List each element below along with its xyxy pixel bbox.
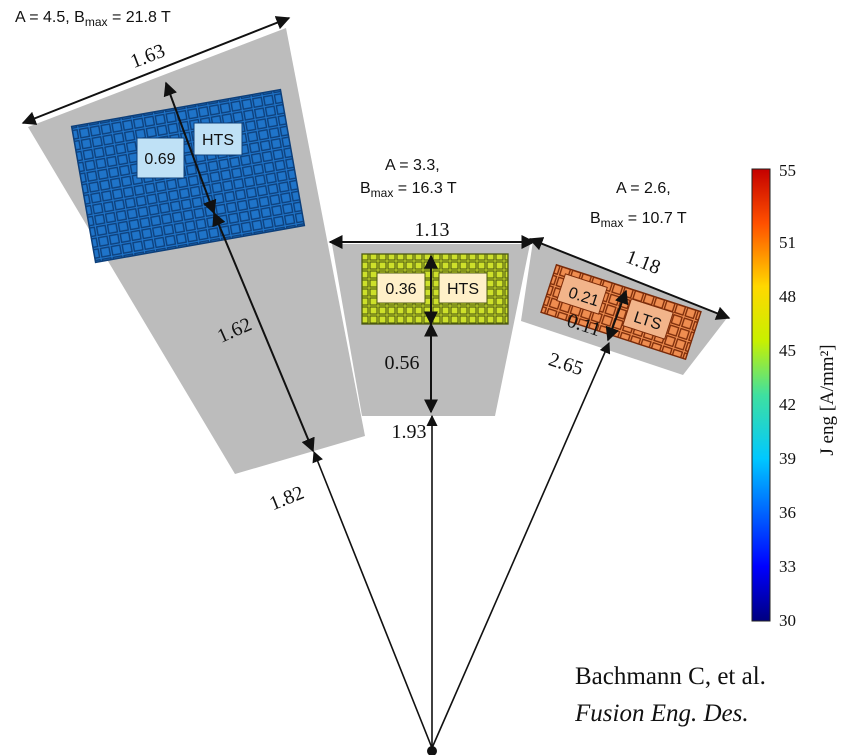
coil-2-material-box [438,272,488,304]
colorbar-tick: 39 [779,449,796,468]
coil-1-parameters: A = 4.5, Bmax = 21.8 T [15,9,171,29]
colorbar-tick: 45 [779,341,796,360]
colorbar-ticks: 55 51 48 45 42 39 36 33 30 [779,161,796,630]
coil-3-thickness-arrow [605,289,629,342]
coil-2-parameters-line-2: Bmax = 16.3 T [360,180,457,200]
colorbar-tick: 48 [779,287,796,306]
radius-arrow-3 [431,341,611,749]
coil-3-width-label: 1.18 [623,246,664,279]
coil-3-inner-radius-label: 2.65 [546,348,586,380]
colorbar [751,168,771,622]
coil-1-material-label: HTS [202,132,234,149]
coil-1-radial-arrow [212,211,315,453]
origin-point [427,746,437,755]
citation-journal: Fusion Eng. Des. [575,700,749,727]
coil-2-width-label: 1.13 [415,219,450,241]
colorbar-tick: 51 [779,233,796,252]
coil-1-inner-radius-label: 1.82 [266,482,307,516]
coil-1-thickness-label: 0.69 [144,151,175,168]
coil-2-inner-radius-label: 1.93 [392,421,427,443]
radius-arrow-1 [312,450,433,749]
citation-authors: Bachmann C, et al. [575,663,766,690]
coil-3-parameters-line-2: Bmax = 10.7 T [590,210,687,230]
colorbar-tick: 55 [779,161,796,180]
coil-1-thickness-arrow [163,81,217,215]
colorbar-tick: 42 [779,395,796,414]
coil-3-width-arrow [528,237,731,320]
coil-2-parameters-line-1: A = 3.3, [385,157,440,174]
coil-1-width-arrow [21,16,291,125]
coil-2-radial-label: 0.56 [385,352,420,374]
colorbar-tick: 33 [779,557,796,576]
colorbar-tick: 30 [779,611,796,630]
colorbar-tick: 36 [779,503,796,522]
colorbar-label: J eng [A/mm²] [817,344,838,455]
citation: Bachmann C, et al. Fusion Eng. Des. [575,658,841,732]
coil-1-case [28,28,365,474]
coil-2-material-label: HTS [447,281,479,298]
coil-2-thickness-label: 0.36 [385,281,416,298]
coil-3-parameters-line-1: A = 2.6, [616,180,671,197]
